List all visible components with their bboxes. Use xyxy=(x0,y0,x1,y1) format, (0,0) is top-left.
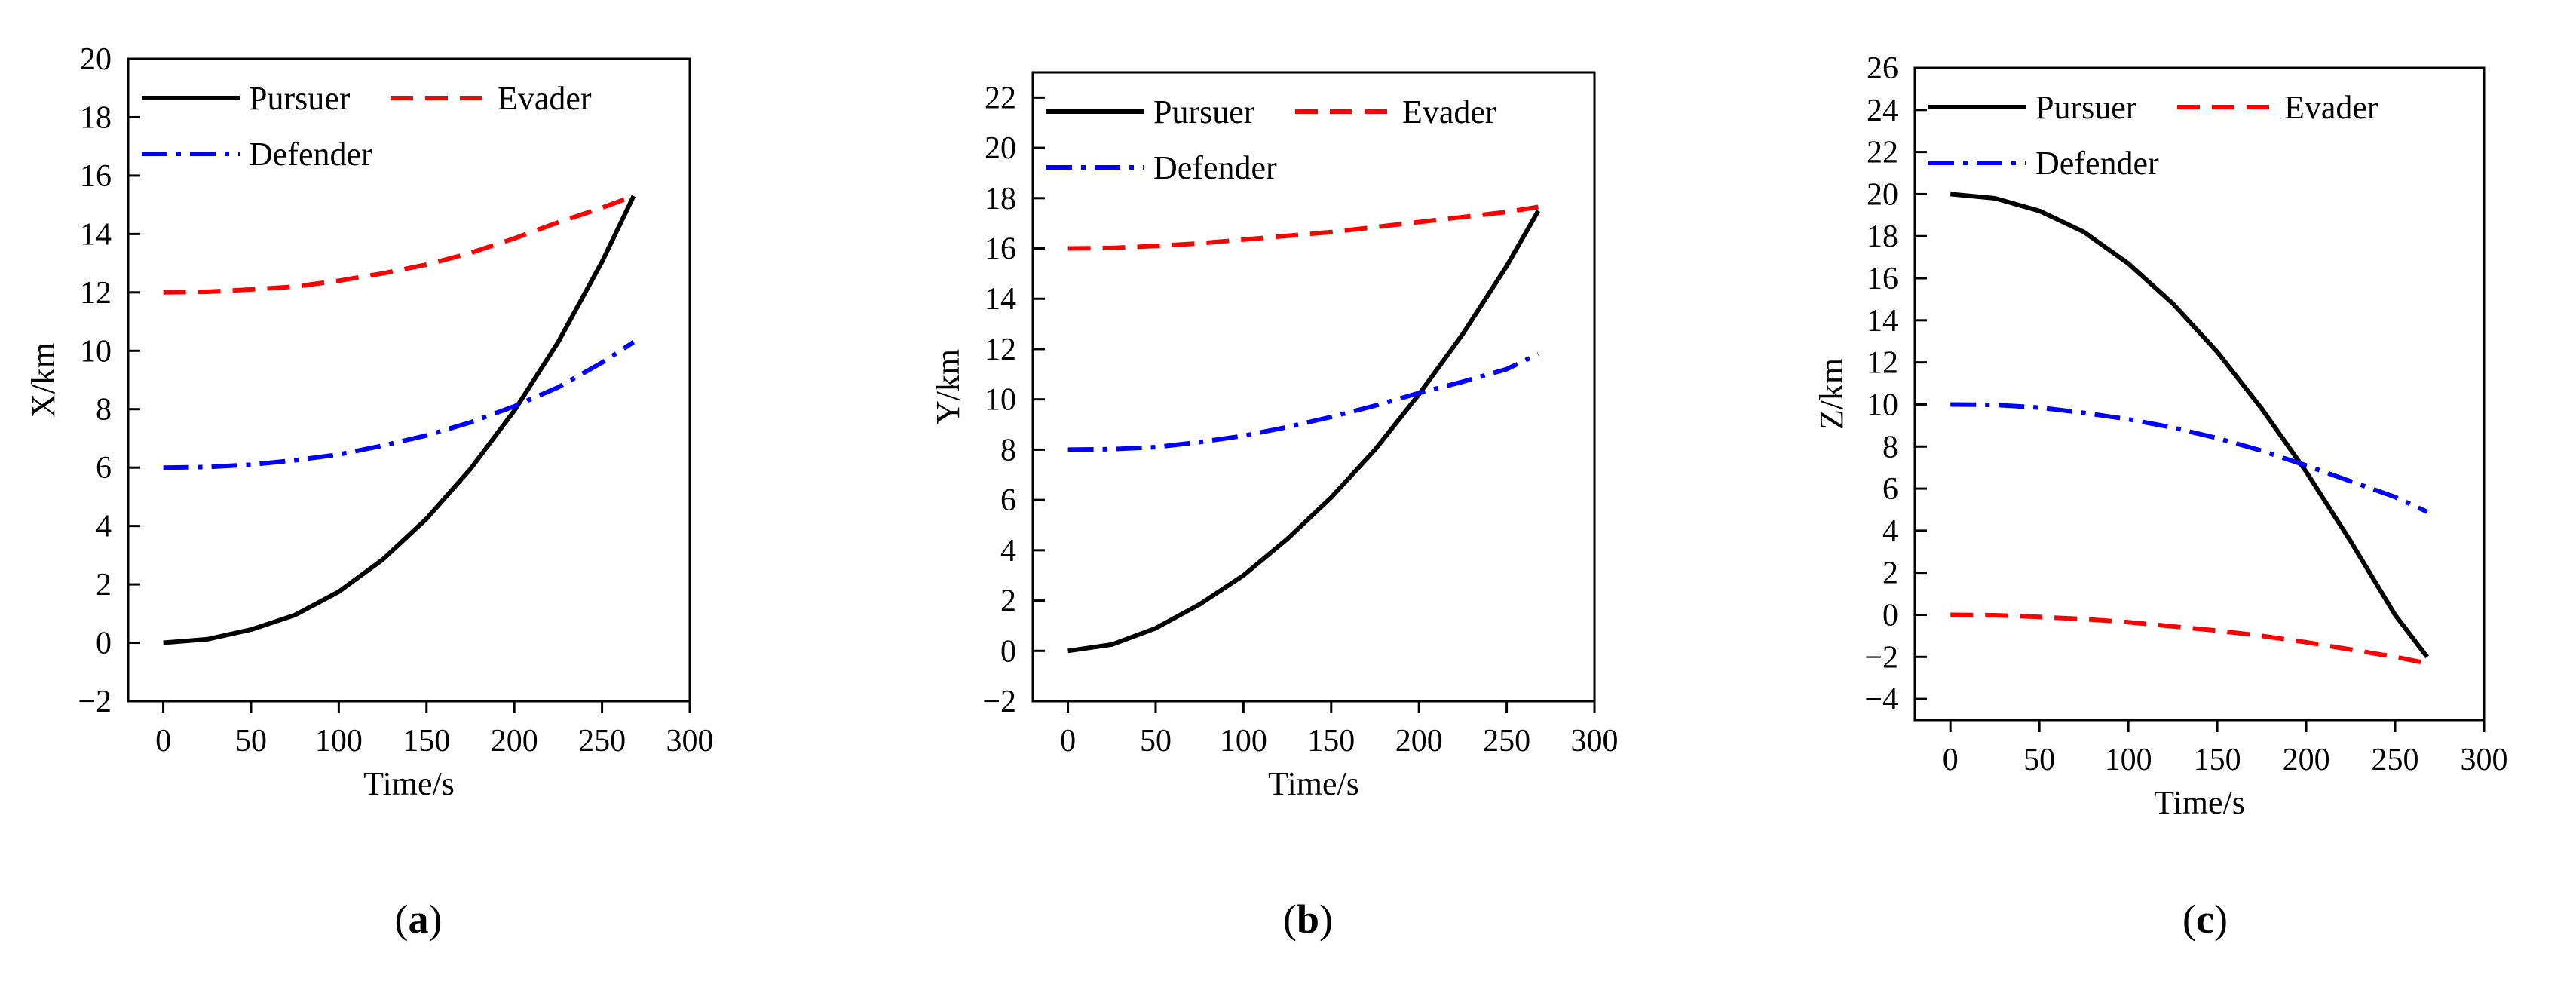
x-tick-label: 100 xyxy=(1220,724,1267,758)
legend-label-defender: Defender xyxy=(1153,149,1277,186)
y-tick-label: 6 xyxy=(1882,472,1898,507)
x-tick-label: 100 xyxy=(315,724,363,758)
legend-label-pursuer: Pursuer xyxy=(2035,89,2137,126)
legend-label-evader: Evader xyxy=(2284,89,2378,126)
y-tick-label: 10 xyxy=(1867,388,1898,422)
x-tick-label: 150 xyxy=(403,724,450,758)
x-axis-label: Time/s xyxy=(1268,765,1359,802)
y-tick-label: 8 xyxy=(1882,430,1898,464)
y-tick-label: 0 xyxy=(1882,598,1898,633)
y-tick-label: 22 xyxy=(985,81,1016,115)
series-line-defender xyxy=(1067,351,1539,452)
series-line-pursuer xyxy=(163,195,636,645)
y-tick-label: −2 xyxy=(982,685,1016,719)
caption-letter-c: c xyxy=(2196,896,2214,942)
y-tick-label: 14 xyxy=(1867,304,1898,339)
y-tick-label: 2 xyxy=(96,568,112,602)
y-tick-label: 8 xyxy=(96,393,112,427)
y-axis-label: Z/km xyxy=(1813,358,1850,430)
y-tick-label: −4 xyxy=(1864,682,1898,717)
x-axis-label: Time/s xyxy=(2154,784,2245,821)
x-tick-label: 0 xyxy=(1060,724,1076,758)
y-tick-label: 14 xyxy=(80,217,112,252)
y-tick-label: 2 xyxy=(1000,584,1016,619)
x-tick-label: 250 xyxy=(2372,743,2419,777)
y-tick-label: 8 xyxy=(1000,433,1016,467)
y-axis-label: Y/km xyxy=(930,349,966,424)
x-tick-label: 200 xyxy=(2283,743,2330,777)
y-tick-label: 26 xyxy=(1867,51,1898,86)
x-tick-label: 150 xyxy=(2194,743,2241,777)
y-tick-label: 14 xyxy=(985,282,1016,317)
series-line-defender xyxy=(163,340,636,470)
y-tick-label: 12 xyxy=(80,276,112,311)
series-line-pursuer xyxy=(1067,210,1541,654)
x-tick-label: 50 xyxy=(235,724,267,758)
panel-a: 0 50 100 150 200 250 300 −2 0 2 4 6 8 10 12 14 16 18 20 Tim… xyxy=(25,42,714,802)
x-tick-label: 200 xyxy=(1395,724,1443,758)
caption-a: (a) xyxy=(395,896,443,942)
x-tick-label: 300 xyxy=(2461,743,2508,777)
series-line-pursuer xyxy=(1950,192,2429,659)
y-tick-label: 4 xyxy=(1882,514,1898,549)
y-tick-label: 16 xyxy=(1867,262,1898,296)
legend-label-evader: Evader xyxy=(498,80,592,117)
legend-label-evader: Evader xyxy=(1402,93,1496,130)
plot-frame xyxy=(1913,66,2486,722)
y-axis-label: X/km xyxy=(25,342,62,418)
x-tick-label: 50 xyxy=(1140,724,1172,758)
panel-c: 0 50 100 150 200 250 300−4−2024681012141618202… xyxy=(1813,51,2508,821)
y-tick-label: 20 xyxy=(985,131,1016,166)
x-tick-label: 100 xyxy=(2105,743,2152,777)
y-tick-label: −2 xyxy=(78,685,112,719)
y-tick-label: 18 xyxy=(1867,219,1898,254)
plot-frame xyxy=(127,57,691,703)
x-tick-label: 300 xyxy=(1571,724,1619,758)
y-tick-label: 4 xyxy=(96,510,112,544)
y-tick-label: 10 xyxy=(80,334,112,369)
caption-c: (c) xyxy=(2182,896,2228,942)
y-tick-label: 2 xyxy=(1882,556,1898,591)
x-tick-label: 250 xyxy=(1483,724,1530,758)
x-tick-label: 300 xyxy=(666,724,714,758)
x-tick-label: 0 xyxy=(155,724,171,758)
y-tick-label: 20 xyxy=(80,42,112,77)
y-tick-label: 18 xyxy=(80,100,112,135)
y-tick-label: 20 xyxy=(1867,177,1898,212)
y-tick-label: 16 xyxy=(80,159,112,194)
y-tick-label: 24 xyxy=(1867,93,1898,128)
y-tick-label: 12 xyxy=(985,332,1016,367)
series-line-evader xyxy=(1067,204,1539,251)
y-tick-label: 10 xyxy=(985,383,1016,418)
y-tick-label: 6 xyxy=(1000,483,1016,518)
series-line-defender xyxy=(1950,402,2428,514)
x-tick-label: 150 xyxy=(1307,724,1355,758)
y-tick-label: 18 xyxy=(985,182,1016,216)
x-axis-label: Time/s xyxy=(363,765,455,802)
y-tick-label: 0 xyxy=(1000,634,1016,669)
x-tick-label: 0 xyxy=(1943,743,1959,777)
plot-frame xyxy=(1031,71,1596,703)
x-tick-label: 50 xyxy=(2023,743,2055,777)
caption-letter-b: b xyxy=(1297,896,1319,942)
y-tick-label: −2 xyxy=(1864,640,1898,675)
caption-letter-a: a xyxy=(409,896,429,942)
panel-b: 0 50 100 150 200 250 300 −2 0 2 4 6 8 10 12 14 16 18 20 22 T… xyxy=(930,71,1619,802)
legend-label-defender: Defender xyxy=(2035,145,2159,182)
y-tick-label: 6 xyxy=(96,451,112,486)
y-tick-label: 12 xyxy=(1867,346,1898,381)
x-tick-label: 200 xyxy=(491,724,538,758)
y-tick-label: 16 xyxy=(985,232,1016,267)
caption-b: (b) xyxy=(1283,896,1333,942)
y-tick-label: 4 xyxy=(1000,534,1016,568)
y-tick-label: 22 xyxy=(1867,136,1898,170)
legend-label-defender: Defender xyxy=(249,136,372,173)
legend-label-pursuer: Pursuer xyxy=(249,80,351,117)
y-tick-label: 0 xyxy=(96,627,112,661)
series-line-evader xyxy=(1950,612,2428,666)
legend-label-pursuer: Pursuer xyxy=(1153,93,1255,130)
x-tick-label: 250 xyxy=(578,724,626,758)
series-line-evader xyxy=(163,194,635,295)
